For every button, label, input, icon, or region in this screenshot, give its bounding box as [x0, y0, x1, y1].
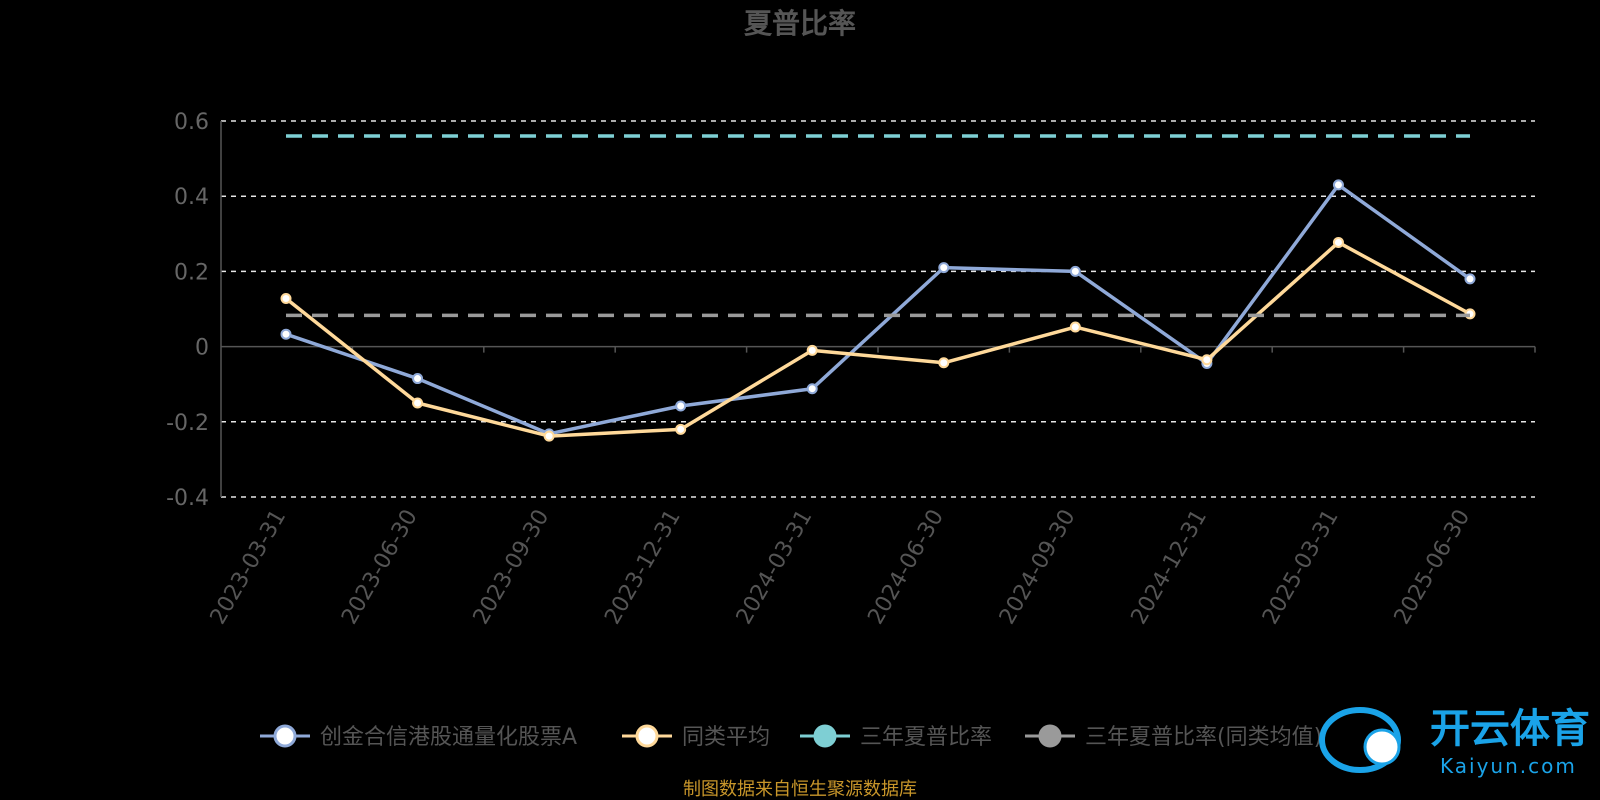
series-1-point — [1201, 354, 1213, 366]
x-tick-label: 2025-03-31 — [1258, 506, 1344, 629]
y-tick-label: 0.6 — [174, 110, 209, 135]
soccer-ball-icon — [1363, 728, 1401, 766]
legend-label: 三年夏普比率(同类均值) — [1085, 725, 1322, 750]
y-tick-label: 0 — [195, 336, 209, 361]
legend[interactable]: 创金合信港股通量化股票A 同类平均 三年夏普比率 三年夏普比率(同类均值) — [260, 724, 1322, 750]
series-1-point — [1332, 236, 1344, 248]
series-0-point — [1069, 265, 1081, 277]
series-1-point — [1069, 321, 1081, 333]
legend-marker-icon — [813, 724, 837, 748]
series-1-point — [938, 357, 950, 369]
x-tick-label: 2023-12-31 — [600, 506, 686, 629]
watermark-brand-cn: 开云体育 — [1430, 706, 1590, 752]
x-tick-label: 2024-09-30 — [995, 506, 1081, 629]
series-0-point — [412, 373, 424, 385]
legend-label: 三年夏普比率 — [860, 725, 992, 750]
x-tick-label: 2024-12-31 — [1127, 506, 1213, 629]
y-tick-label: 0.2 — [174, 260, 209, 285]
series-1-line — [284, 240, 1471, 438]
watermark-brand-en: Kaiyun.com — [1440, 754, 1577, 778]
series-1-point — [806, 344, 818, 356]
legend-marker-icon — [273, 724, 297, 748]
series-0-point — [1464, 273, 1476, 285]
x-tick-label: 2023-06-30 — [337, 506, 423, 629]
legend-item-0[interactable]: 创金合信港股通量化股票A — [260, 724, 577, 750]
x-tick-label: 2024-06-30 — [863, 506, 949, 629]
x-tick-label: 2023-03-31 — [206, 506, 292, 629]
y-tick-label: 0.4 — [174, 185, 209, 210]
series-0-point — [675, 400, 687, 412]
y-tick-label: -0.2 — [166, 411, 209, 436]
legend-marker-icon — [635, 724, 659, 748]
y-tick-label: -0.4 — [166, 486, 209, 511]
legend-label: 同类平均 — [682, 725, 770, 750]
series-0-line — [285, 183, 1472, 436]
legend-marker-icon — [1038, 724, 1062, 748]
grid-lines — [221, 120, 1535, 498]
series-0-point — [280, 328, 292, 340]
chart-title: 夏普比率 — [744, 7, 856, 40]
legend-label: 创金合信港股通量化股票A — [320, 725, 577, 750]
x-tick-label: 2025-06-30 — [1390, 506, 1476, 629]
legend-item-1[interactable]: 同类平均 — [622, 724, 770, 750]
series-1-point — [543, 430, 555, 442]
x-tick-label: 2023-09-30 — [469, 506, 555, 629]
series-1-point — [280, 292, 292, 304]
x-tick-label: 2024-03-31 — [732, 506, 818, 629]
data-source-note: 制图数据来自恒生聚源数据库 — [683, 779, 917, 800]
series-0-point — [938, 262, 950, 274]
series-group — [280, 134, 1476, 442]
legend-item-2[interactable]: 三年夏普比率 — [800, 724, 992, 750]
series-0-point — [1332, 179, 1344, 191]
series-1-point — [412, 397, 424, 409]
legend-item-3[interactable]: 三年夏普比率(同类均值) — [1025, 724, 1322, 750]
watermark-logo: 开云体育 Kaiyun.com — [1319, 706, 1590, 778]
axes: -0.4 -0.2 0 0.2 0.4 0.6 2023-03-31 2023-06-30 20… — [166, 110, 1536, 629]
series-1-point — [675, 423, 687, 435]
series-0-point — [806, 383, 818, 395]
